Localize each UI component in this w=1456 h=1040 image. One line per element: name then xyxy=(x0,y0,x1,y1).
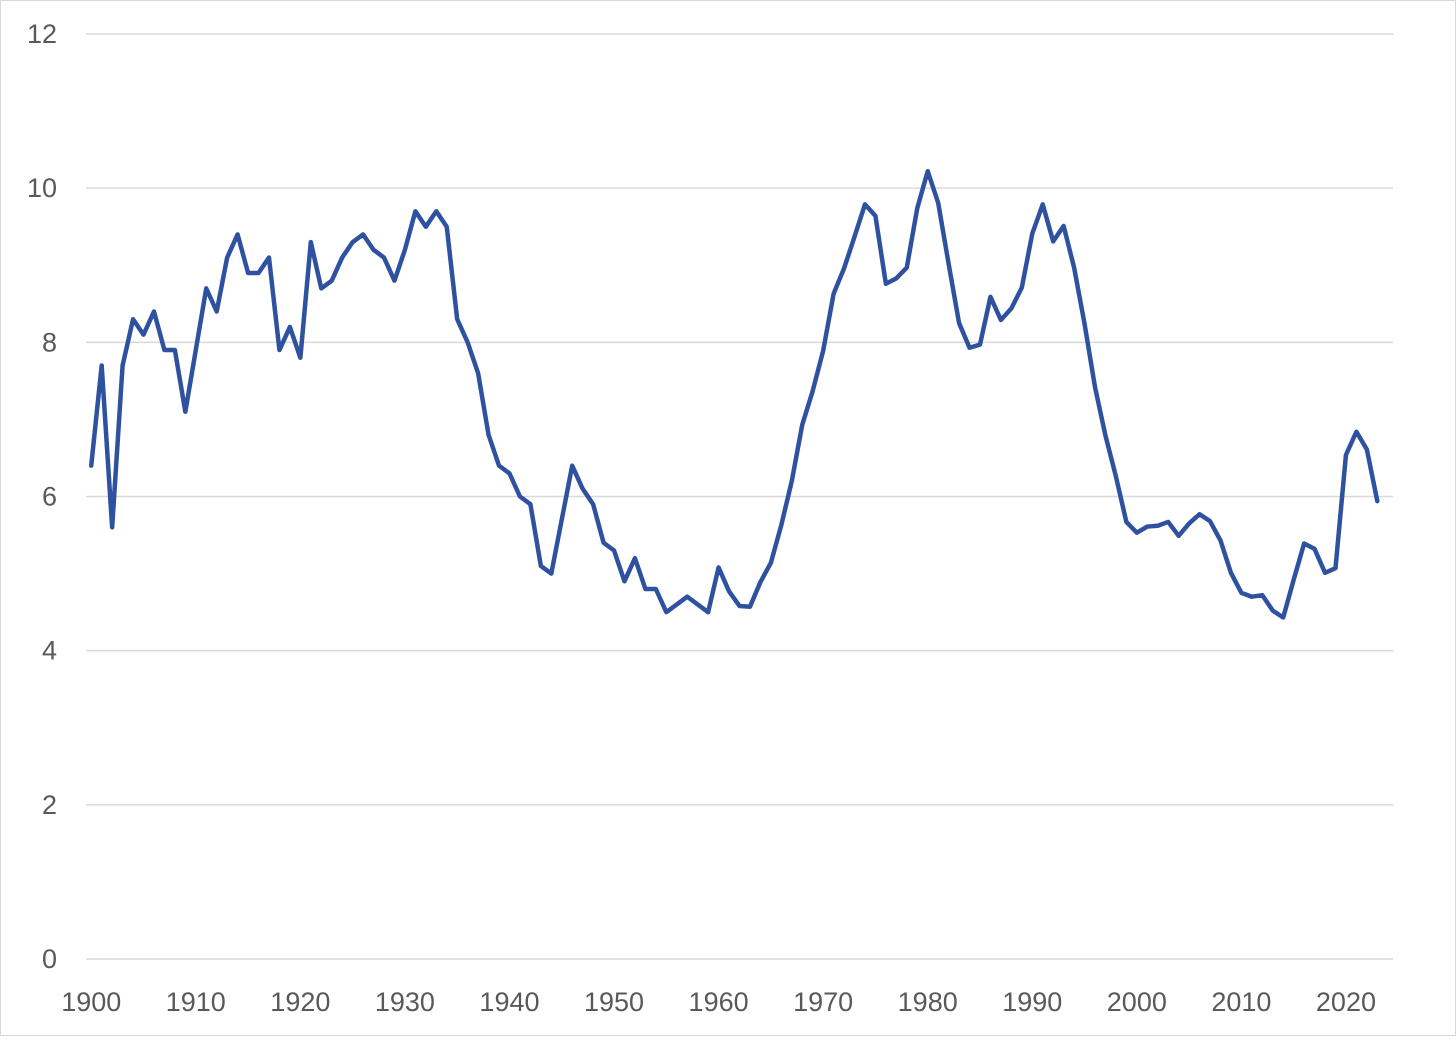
y-tick-label: 10 xyxy=(27,173,57,203)
y-tick-label: 0 xyxy=(42,944,57,974)
y-axis-tick-labels: 0 2 4 6 8 10 12 xyxy=(27,19,57,974)
x-tick-label: 1900 xyxy=(61,987,121,1017)
x-tick-label: 1980 xyxy=(898,987,958,1017)
series-line-0 xyxy=(88,168,1380,620)
y-tick-label: 6 xyxy=(42,482,57,512)
y-tick-label: 12 xyxy=(27,19,57,49)
x-tick-label: 1940 xyxy=(479,987,539,1017)
x-tick-label: 1950 xyxy=(584,987,644,1017)
y-tick-label: 4 xyxy=(42,636,57,666)
x-tick-label: 2010 xyxy=(1211,987,1271,1017)
series-layer xyxy=(88,168,1380,620)
x-axis-tick-labels: 1900 1910 1920 1930 1940 1950 1960 1970 1980 1990… xyxy=(61,987,1376,1017)
x-tick-label: 1960 xyxy=(689,987,749,1017)
x-tick-label: 2020 xyxy=(1316,987,1376,1017)
x-tick-label: 1970 xyxy=(793,987,853,1017)
x-tick-label: 1990 xyxy=(1002,987,1062,1017)
x-tick-label: 2000 xyxy=(1107,987,1167,1017)
y-tick-label: 8 xyxy=(42,327,57,357)
x-tick-label: 1910 xyxy=(166,987,226,1017)
gridlines xyxy=(86,33,1393,960)
x-tick-label: 1930 xyxy=(375,987,435,1017)
x-tick-label: 1920 xyxy=(270,987,330,1017)
y-tick-label: 2 xyxy=(42,790,57,820)
